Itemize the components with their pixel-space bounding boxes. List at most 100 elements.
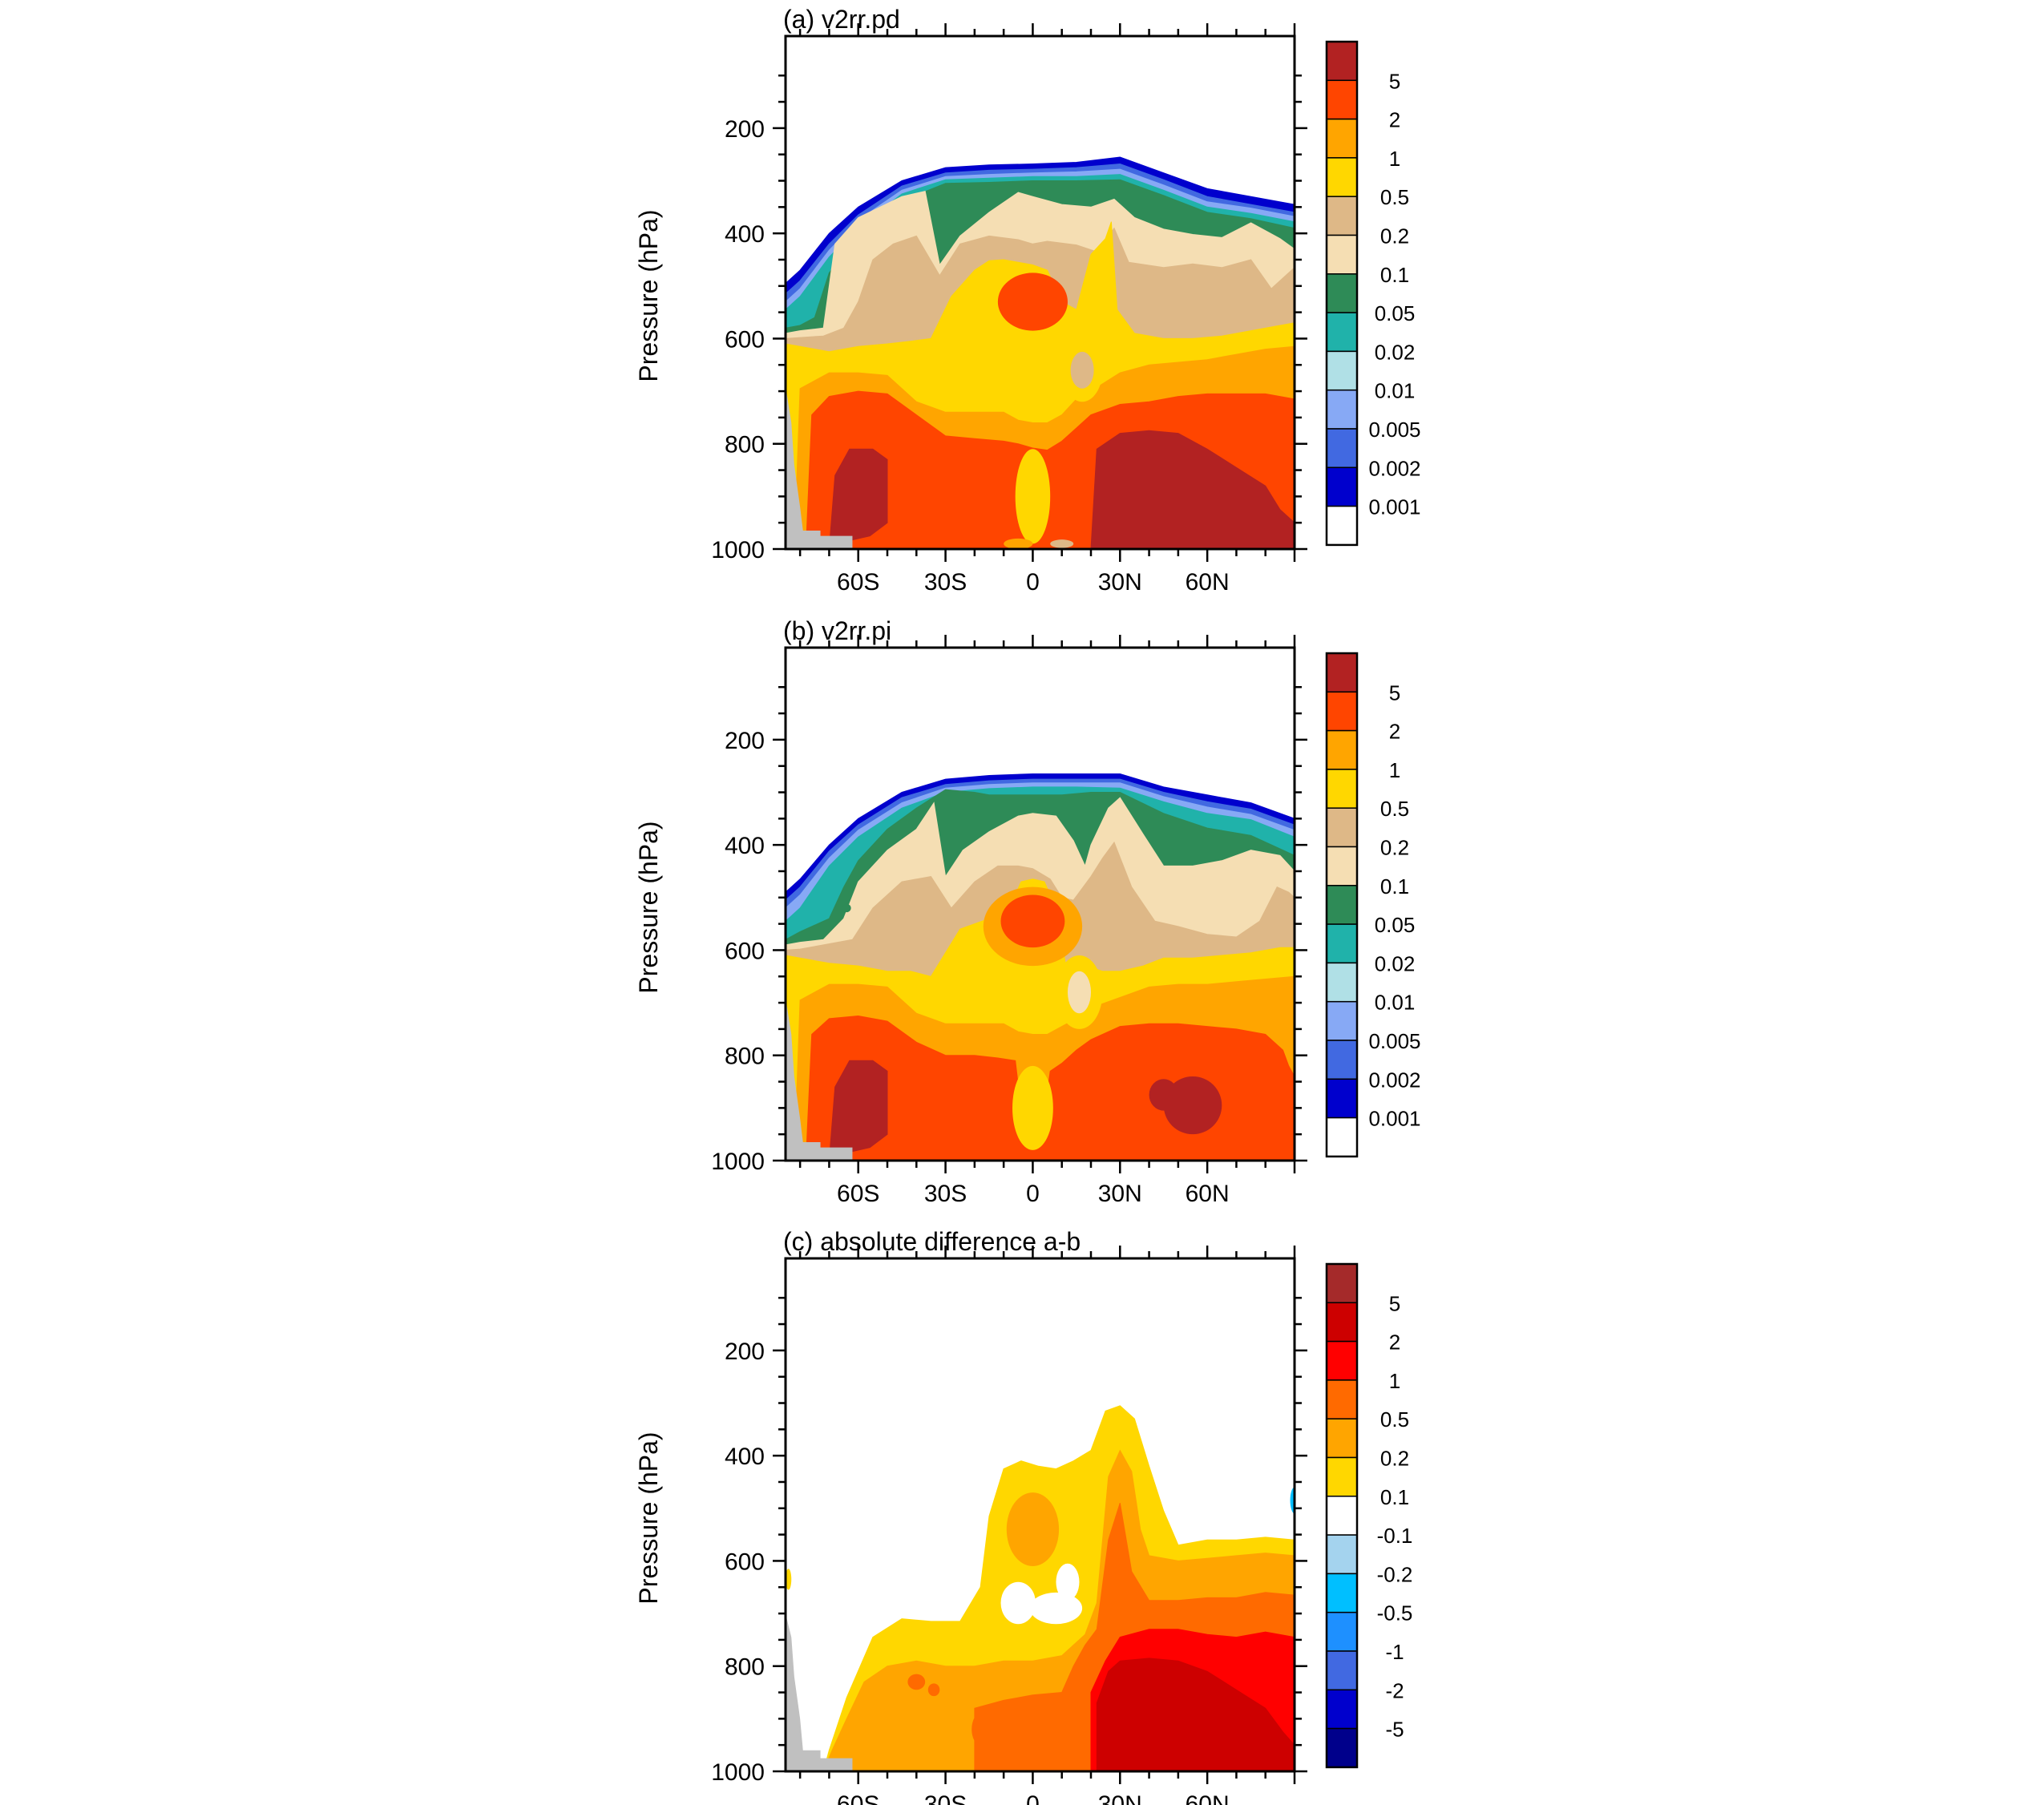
contour-spot-2 <box>1000 894 1065 948</box>
colorbar-swatch <box>1326 652 1358 693</box>
x-tick-label: 60N <box>1186 569 1230 596</box>
colorbar-label: 0.001 <box>1368 495 1420 519</box>
colorbar-label: 0.2 <box>1380 1447 1409 1471</box>
contour-band-4 <box>786 1658 1295 1771</box>
plot-area <box>786 156 1295 549</box>
colorbar-label: 2 <box>1389 1331 1400 1355</box>
colorbar: 5 2 1 0.5 0.2 0.1 -0.1 -0.2 -0.5 -1 -2 -5 <box>1325 1262 1412 1769</box>
colorbar-swatch <box>1326 1000 1358 1041</box>
colorbar-swatch <box>1326 769 1358 809</box>
x-tick-label: 60S <box>837 1181 879 1207</box>
colorbar-label: 0.005 <box>1368 1029 1420 1053</box>
colorbar-swatch <box>1326 234 1358 275</box>
colorbar-label: 5 <box>1389 1291 1400 1315</box>
x-tick-label: 60N <box>1186 1791 1230 1805</box>
colorbar-swatch <box>1326 1340 1358 1381</box>
contour-spot-7 <box>842 903 851 913</box>
x-tick-label: 0 <box>1026 1181 1040 1207</box>
contour-spot-3 <box>1056 1563 1080 1601</box>
y-tick-label: 800 <box>725 432 765 458</box>
y-tick-label: 400 <box>725 221 765 248</box>
colorbar-label: 0.5 <box>1380 797 1409 821</box>
colorbar-label: 0.005 <box>1368 418 1420 442</box>
colorbar-swatch <box>1326 466 1358 507</box>
contour-spot-0 <box>1015 449 1051 544</box>
colorbar-swatch <box>1326 1689 1358 1730</box>
contour-spot-5 <box>1050 539 1074 548</box>
colorbar-label: 0.05 <box>1375 913 1416 937</box>
colorbar-swatch <box>1326 1302 1358 1343</box>
y-axis-label: Pressure (hPa) <box>634 821 663 993</box>
colorbar-swatch <box>1326 1650 1358 1691</box>
colorbar-label: 0.1 <box>1380 1485 1409 1509</box>
colorbar-label: 0.2 <box>1380 836 1409 860</box>
x-tick-label: 30N <box>1098 1181 1142 1207</box>
y-tick-label: 600 <box>725 938 765 964</box>
contour-spot-0 <box>1012 1065 1053 1150</box>
colorbar-label: 0.02 <box>1375 340 1416 364</box>
y-axis-label: Pressure (hPa) <box>634 1431 663 1604</box>
colorbar-swatch <box>1326 79 1358 120</box>
x-tick-label: 60S <box>837 1791 879 1805</box>
colorbar-swatch <box>1326 1727 1358 1768</box>
colorbar-label: 0.002 <box>1368 1068 1420 1092</box>
colorbar: 5 2 1 0.5 0.2 0.1 0.05 0.02 0.01 0.005 0.002 0.001 <box>1325 652 1421 1158</box>
colorbar-swatch <box>1326 923 1358 964</box>
colorbar-swatch <box>1326 1379 1358 1419</box>
colorbar-label: 0.01 <box>1375 991 1416 1015</box>
topography-mask <box>786 1613 853 1771</box>
contour-spot-4 <box>907 1674 926 1690</box>
plot-area <box>786 773 1295 1161</box>
x-tick-label: 30S <box>924 569 967 596</box>
colorbar-swatch <box>1326 196 1358 236</box>
colorbar-swatch <box>1326 962 1358 1003</box>
contour-spot-1 <box>997 273 1068 331</box>
x-tick-label: 0 <box>1026 569 1040 596</box>
topography-mask <box>786 997 853 1161</box>
y-tick-label: 600 <box>725 326 765 353</box>
colorbar-swatch <box>1326 885 1358 925</box>
topography-mask <box>786 386 853 549</box>
contour-spot-4 <box>1004 538 1033 549</box>
colorbar-label: 0.02 <box>1375 951 1416 975</box>
y-tick-label: 1000 <box>711 537 765 563</box>
y-tick-label: 800 <box>725 1044 765 1070</box>
colorbar-label: 0.2 <box>1380 224 1409 248</box>
colorbar-frame <box>1325 652 1359 1158</box>
colorbar-label: 0.1 <box>1380 874 1409 898</box>
y-axis-label: Pressure (hPa) <box>634 209 663 382</box>
y-tick-label: 1000 <box>711 1759 765 1786</box>
colorbar-swatch <box>1326 1611 1358 1652</box>
contour-spot-1 <box>1000 1581 1036 1625</box>
panel-b: 200 400 600 800 1000 60S 30S 0 30N 60N Pressure (h… <box>634 616 1421 1207</box>
contour-spot-7 <box>1270 1658 1283 1674</box>
contour-band-10 <box>786 430 1295 549</box>
contour-spot-2 <box>1029 1592 1083 1625</box>
colorbar-label: 0.001 <box>1368 1107 1420 1131</box>
contour-spot-4 <box>1067 971 1091 1014</box>
colorbar-swatch <box>1326 312 1358 353</box>
colorbar-swatch <box>1326 118 1358 159</box>
colorbar-frame <box>1325 1262 1359 1769</box>
colorbar-swatch <box>1326 729 1358 770</box>
y-tick-label: 200 <box>725 1339 765 1365</box>
x-tick-label: 30S <box>924 1791 967 1805</box>
colorbar-label: 0.1 <box>1380 263 1409 287</box>
colorbar-frame <box>1325 40 1359 547</box>
plot-frame <box>784 1257 1296 1773</box>
colorbar-label: -5 <box>1385 1718 1404 1742</box>
x-tick-label: 30N <box>1098 569 1142 596</box>
colorbar-label: 0.05 <box>1375 301 1416 325</box>
contour-spot-5 <box>927 1683 940 1697</box>
colorbar-swatch <box>1326 41 1358 82</box>
plot-frame <box>784 34 1296 551</box>
colorbar-label: -1 <box>1385 1640 1404 1664</box>
colorbar-label: 0.002 <box>1368 456 1420 480</box>
contour-band-9 <box>786 1015 1295 1161</box>
colorbar-label: 1 <box>1389 758 1400 782</box>
x-tick-label: 30S <box>924 1181 967 1207</box>
plot-frame <box>784 646 1296 1162</box>
panel-title: (a) v2rr.pd <box>783 5 900 34</box>
colorbar-swatch <box>1326 1117 1358 1157</box>
